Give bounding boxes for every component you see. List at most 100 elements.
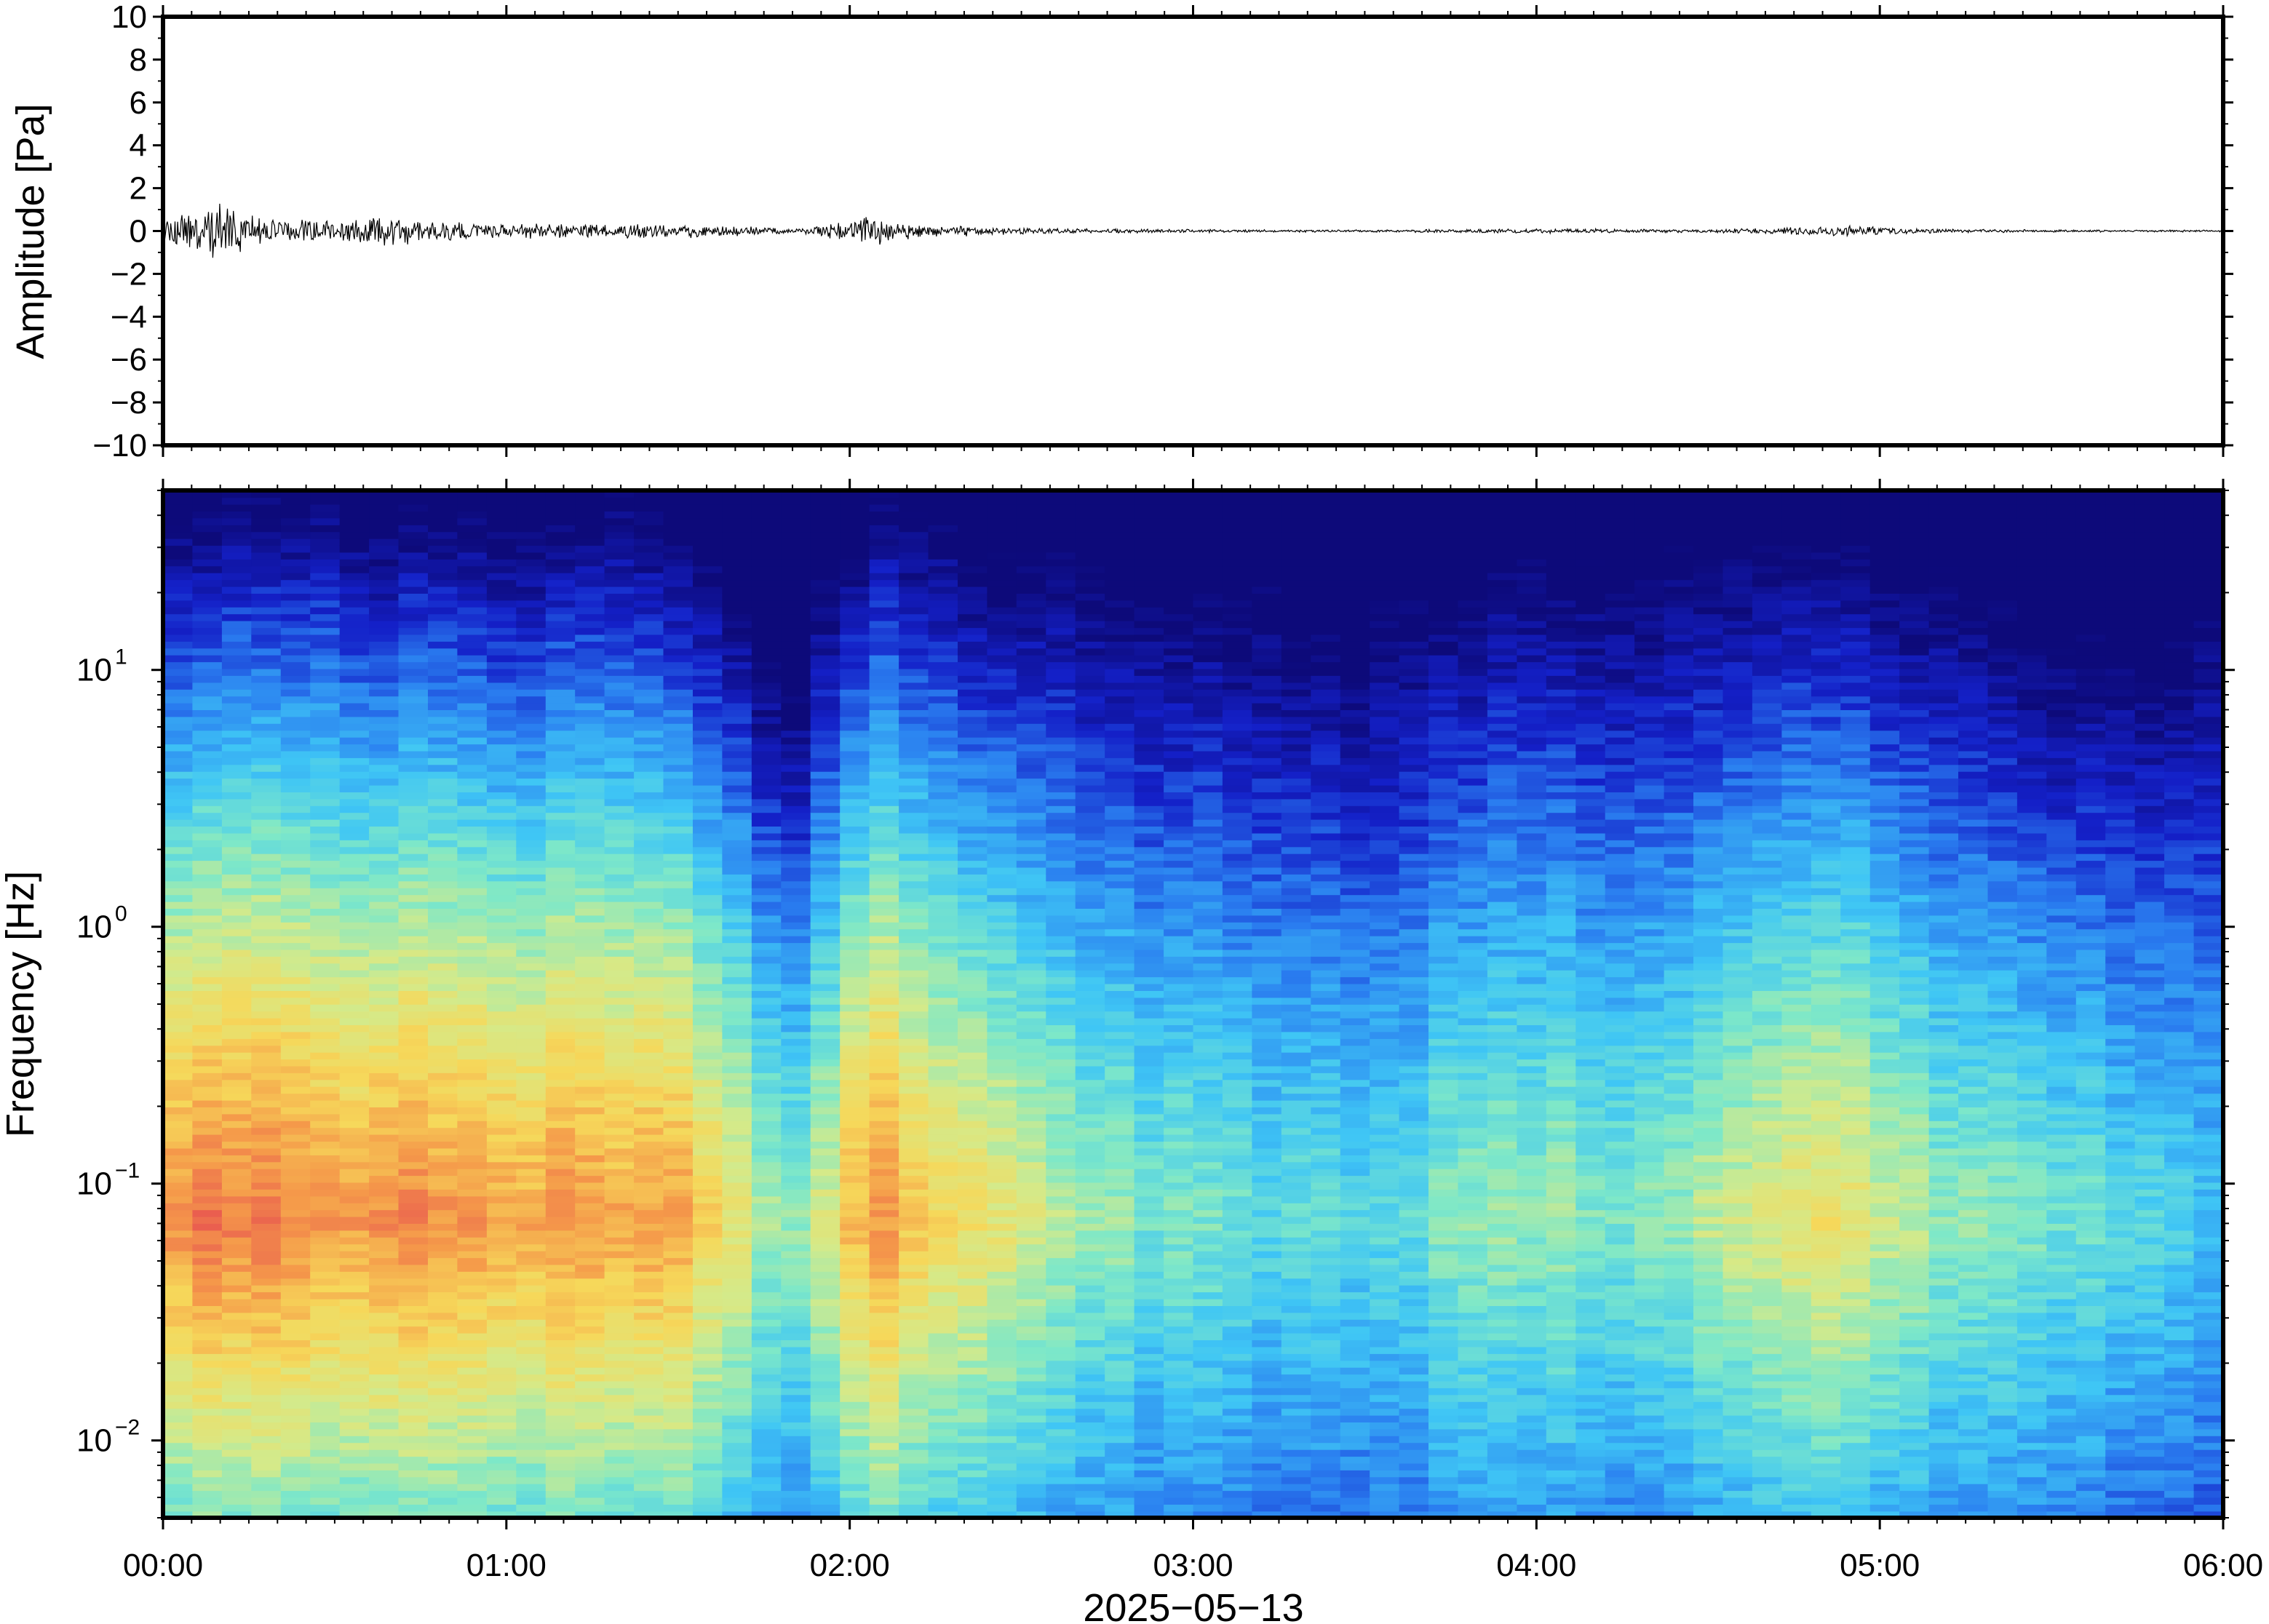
spectrogram-cell <box>869 586 899 594</box>
spectrogram-cell <box>781 888 811 896</box>
spectrogram-cell <box>987 819 1017 827</box>
spectrogram-cell <box>545 1230 576 1238</box>
spectrogram-cell <box>457 1113 488 1121</box>
spectrogram-cell <box>987 1449 1017 1457</box>
spectrogram-cell <box>663 1305 694 1313</box>
spectrogram-cell <box>928 1332 958 1340</box>
spectrogram-cell <box>840 531 870 539</box>
spectrogram-cell <box>840 1134 870 1142</box>
spectrogram-cell <box>545 744 576 752</box>
spectrogram-cell <box>722 1161 752 1169</box>
spectrogram-cell <box>428 874 458 882</box>
spectrogram-cell <box>575 956 605 964</box>
spectrogram-cell <box>722 1497 752 1505</box>
spectrogram-cell <box>280 1401 311 1409</box>
spectrogram-cell <box>810 840 841 848</box>
spectrogram-cell <box>928 1189 958 1197</box>
spectrogram-cell <box>457 874 488 882</box>
spectrogram-cell <box>722 1203 752 1211</box>
spectrogram-cell <box>163 517 194 525</box>
spectrogram-cell <box>899 702 929 710</box>
spectrogram-cell <box>369 531 400 539</box>
spectrogram-cell <box>280 1414 311 1422</box>
spectrogram-cell <box>810 1264 841 1272</box>
spectrogram-cell <box>693 709 723 717</box>
spectrogram-cell <box>663 1024 694 1032</box>
spectrogram-cell <box>987 1442 1017 1450</box>
spectrogram-cell <box>516 1504 547 1512</box>
spectrogram-cell <box>987 764 1017 772</box>
spectrogram-cell <box>251 1079 282 1087</box>
spectrogram-cell <box>369 1059 400 1067</box>
spectrogram-cell <box>1016 1107 1046 1115</box>
spectrogram-cell <box>899 1476 929 1484</box>
spectrogram-cell <box>722 538 752 546</box>
spectrogram-cell <box>869 579 899 587</box>
spectrogram-cell <box>958 1312 988 1320</box>
spectrogram-cell <box>781 1155 811 1163</box>
spectrogram-cell <box>958 935 988 944</box>
spectrogram-cell <box>869 1175 899 1183</box>
spectrogram-cell <box>310 963 341 971</box>
spectrogram-cell <box>928 654 958 663</box>
spectrogram-cell <box>781 538 811 546</box>
spectrogram-cell <box>604 1346 635 1354</box>
spectrogram-cell <box>339 949 370 957</box>
spectrogram-cell <box>369 1099 400 1107</box>
spectrogram-cell <box>545 654 576 663</box>
spectrogram-cell <box>310 1079 341 1087</box>
spectrogram-cell <box>958 689 988 697</box>
spectrogram-cell <box>840 1189 870 1197</box>
spectrogram-cell <box>369 641 400 649</box>
spectrogram-cell <box>899 826 929 834</box>
spectrogram-cell <box>663 1483 694 1492</box>
spectrogram-cell <box>339 846 370 854</box>
spectrogram-cell <box>221 668 253 676</box>
spectrogram-cell <box>987 1031 1017 1039</box>
spectrogram-cell <box>928 1134 958 1142</box>
spectrogram-cell <box>899 1079 929 1087</box>
spectrogram-cell <box>310 1462 341 1470</box>
spectrogram-cell <box>1046 702 1076 710</box>
spectrogram-cell <box>369 1051 400 1060</box>
spectrogram-cell <box>428 1216 458 1224</box>
spectrogram-cell <box>486 997 517 1005</box>
spectrogram-cell <box>1075 928 1105 936</box>
spectrogram-cell <box>221 1175 253 1183</box>
spectrogram-cell <box>310 1504 341 1512</box>
spectrogram-cell <box>899 689 929 697</box>
spectrogram-cell <box>1016 689 1046 697</box>
spectrogram-cell <box>663 792 694 800</box>
spectrogram-cell <box>722 723 752 731</box>
spectrogram-cell <box>545 778 576 786</box>
spectrogram-cell <box>634 805 664 813</box>
spectrogram-cell <box>310 573 341 581</box>
spectrogram-cell <box>575 1312 605 1320</box>
spectrogram-cell <box>869 627 899 635</box>
spectrogram-cell <box>428 976 458 984</box>
spectrogram-cell <box>958 1319 988 1327</box>
spectrogram-cell <box>1016 641 1046 649</box>
spectrogram-cell <box>486 1099 517 1107</box>
spectrogram-cell <box>251 1408 282 1416</box>
spectrogram-cell <box>545 792 576 800</box>
spectrogram-cell <box>163 620 194 629</box>
spectrogram-cell <box>663 1113 694 1121</box>
spectrogram-cell <box>251 1155 282 1163</box>
spectrogram-cell <box>575 1093 605 1101</box>
spectrogram-cell <box>928 1209 958 1217</box>
spectrogram-cell <box>604 682 635 690</box>
spectrogram-cell <box>516 826 547 834</box>
spectrogram-cell <box>810 497 841 505</box>
spectrogram-cell <box>221 1031 253 1039</box>
spectrogram-cell <box>1075 1490 1105 1498</box>
spectrogram-cell <box>339 1250 370 1259</box>
spectrogram-cell <box>398 1182 429 1190</box>
spectrogram-cell <box>310 1380 341 1388</box>
spectrogram-cell <box>1046 826 1076 834</box>
spectrogram-cell <box>428 1271 458 1279</box>
spectrogram-cell <box>192 1462 223 1470</box>
spectrogram-cell <box>251 1497 282 1505</box>
spectrogram-cell <box>722 792 752 800</box>
spectrogram-cell <box>958 784 988 792</box>
